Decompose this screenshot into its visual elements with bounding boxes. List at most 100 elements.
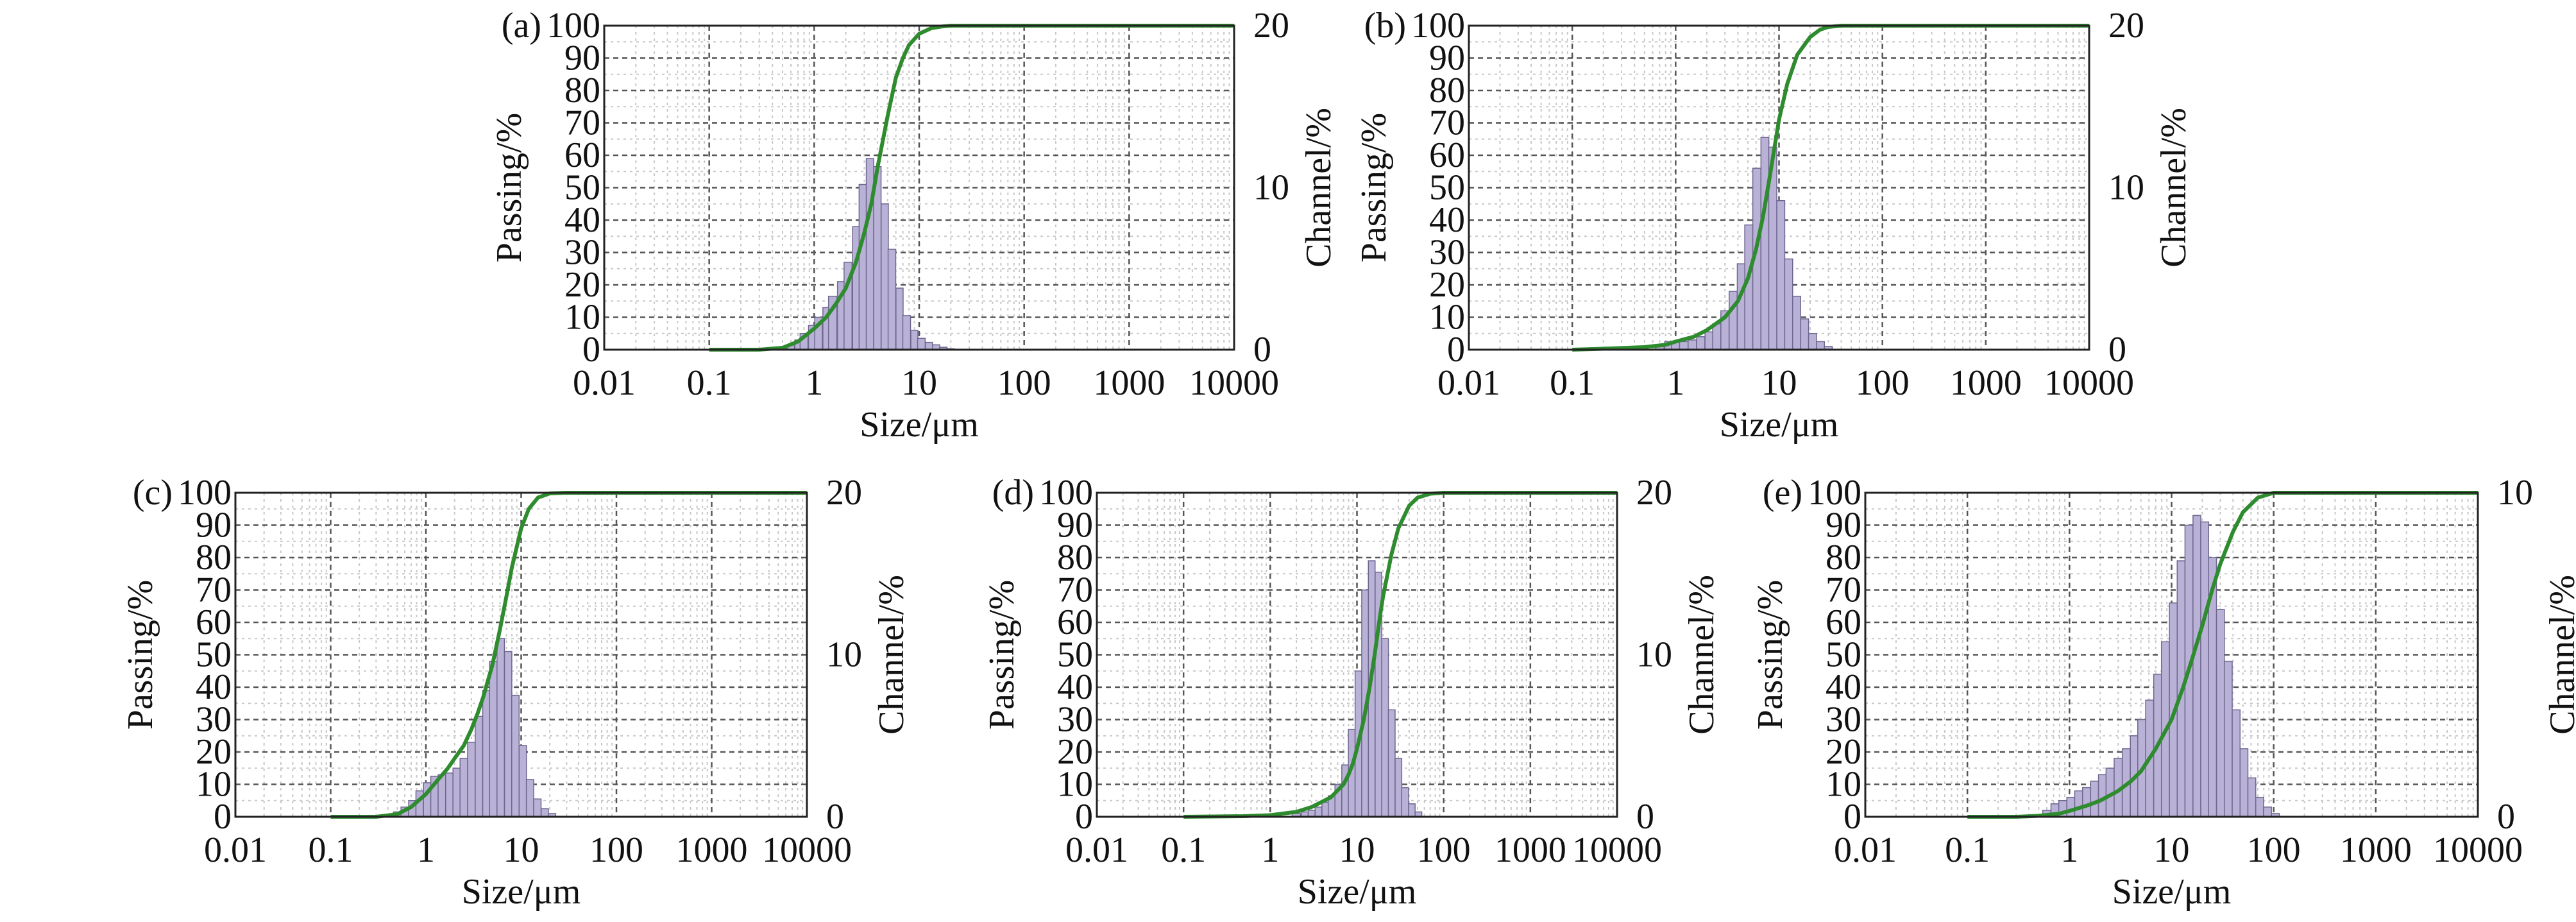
y-left-tick-label: 80	[196, 538, 232, 577]
y-left-tick-label: 60	[1826, 602, 1861, 642]
histogram-bar	[902, 315, 911, 350]
y-left-tick-label: 30	[1826, 700, 1861, 740]
y-left-axis-label: Passing/%	[1750, 580, 1790, 730]
y-left-tick-label: 40	[1429, 200, 1465, 240]
x-tick-label: 1	[417, 830, 435, 870]
x-tick-label: 1	[2060, 830, 2078, 870]
y-left-tick-label: 50	[1057, 635, 1093, 675]
y-left-axis-label: Passing/%	[982, 580, 1022, 730]
histogram-bar	[1401, 787, 1409, 817]
plot-frame	[1864, 491, 2479, 818]
y-right-tick-label: 20	[2108, 6, 2144, 46]
histogram-bar	[1408, 803, 1416, 817]
y-left-tick-label: 40	[1826, 667, 1861, 707]
histogram-bar	[858, 184, 867, 350]
histogram-bar	[1679, 341, 1689, 350]
histogram-bar	[880, 203, 889, 350]
y-left-tick-label: 90	[1826, 506, 1861, 545]
y-left-tick-label: 100	[1039, 473, 1093, 513]
histogram-bar	[1688, 339, 1697, 350]
histogram-bar	[1704, 331, 1714, 350]
panel-label: (b)	[1364, 6, 1406, 46]
histogram-bar	[452, 767, 461, 817]
histogram-bar	[852, 226, 860, 350]
histogram-bar	[496, 638, 505, 817]
x-axis-label: Size/μm	[1298, 872, 1417, 912]
y-right-axis-label: Channel/%	[872, 575, 911, 735]
y-left-tick-label: 50	[1826, 635, 1861, 675]
histogram-bar	[518, 745, 527, 817]
x-tick-label: 0.01	[1065, 830, 1128, 870]
histogram-bar	[2074, 790, 2083, 817]
y-left-axis-label: Passing/%	[121, 580, 160, 730]
y-left-tick-label: 70	[1429, 103, 1465, 143]
histogram-bar	[511, 694, 520, 817]
histogram-bar	[1792, 295, 1801, 350]
y-left-tick-label: 100	[178, 473, 232, 513]
x-tick-label: 0.1	[309, 830, 353, 870]
histogram-bar	[1394, 758, 1403, 817]
y-left-tick-label: 100	[547, 6, 600, 46]
histogram-bar	[2239, 748, 2249, 817]
x-tick-label: 10	[901, 363, 937, 403]
histogram-bar	[1816, 341, 1826, 350]
histogram-bar	[467, 742, 476, 817]
histogram-bar	[1381, 638, 1389, 817]
histogram-bar	[2216, 609, 2225, 817]
y-left-tick-label: 10	[1057, 765, 1093, 805]
histogram-bar	[2090, 780, 2099, 817]
y-right-tick-label: 0	[826, 797, 844, 837]
y-right-tick-label: 20	[826, 473, 862, 513]
histogram-bar	[1321, 801, 1329, 817]
y-right-tick-label: 10	[1636, 635, 1672, 675]
x-tick-label: 1000	[1495, 830, 1566, 870]
y-left-tick-label: 70	[1826, 570, 1861, 610]
histogram-bar	[1736, 263, 1746, 350]
cumulative-passing-curve	[1183, 491, 1617, 819]
y-right-tick-label: 0	[1636, 797, 1654, 837]
histogram-bar	[445, 773, 453, 817]
histogram-bar	[1784, 258, 1793, 350]
panel-label: (d)	[992, 473, 1034, 513]
histogram-bar	[475, 715, 484, 817]
y-left-tick-label: 0	[582, 330, 600, 370]
x-tick-label: 10000	[1572, 830, 1662, 870]
y-left-tick-label: 30	[1429, 233, 1465, 273]
cumulative-passing-curve	[330, 491, 807, 819]
y-left-tick-label: 10	[564, 298, 600, 337]
y-left-tick-label: 60	[1057, 602, 1093, 642]
y-right-axis-label: Channel/%	[2543, 575, 2576, 735]
x-tick-label: 1000	[1093, 363, 1165, 403]
y-left-tick-label: 20	[1057, 732, 1093, 772]
histogram-bar	[2232, 709, 2241, 817]
histogram-bar	[525, 779, 534, 817]
y-left-tick-label: 30	[564, 233, 600, 273]
x-tick-label: 100	[1417, 830, 1471, 870]
y-left-tick-label: 90	[564, 38, 600, 78]
y-left-tick-label: 0	[1075, 797, 1093, 837]
x-tick-label: 0.01	[1437, 363, 1500, 403]
x-tick-label: 1	[805, 363, 823, 403]
histogram-bar	[2200, 521, 2210, 817]
cumulative-passing-curve	[1967, 491, 2478, 819]
histogram-bar	[459, 758, 468, 817]
cumulative-passing-curve	[709, 24, 1234, 352]
y-left-tick-label: 0	[1447, 330, 1465, 370]
y-left-tick-label: 80	[1057, 538, 1093, 577]
y-left-tick-label: 60	[564, 135, 600, 175]
x-tick-label: 1	[1261, 830, 1279, 870]
histogram-bar	[895, 287, 904, 350]
x-tick-label: 10	[1339, 830, 1375, 870]
histogram-bar	[1808, 333, 1817, 350]
y-left-tick-label: 50	[196, 635, 232, 675]
x-axis-label: Size/μm	[1720, 405, 1839, 445]
panel-label: (e)	[1763, 473, 1802, 513]
histogram-bar	[887, 248, 897, 350]
panel-label: (c)	[133, 473, 173, 513]
x-tick-label: 10000	[2044, 363, 2134, 403]
plot-frame	[603, 24, 1235, 351]
